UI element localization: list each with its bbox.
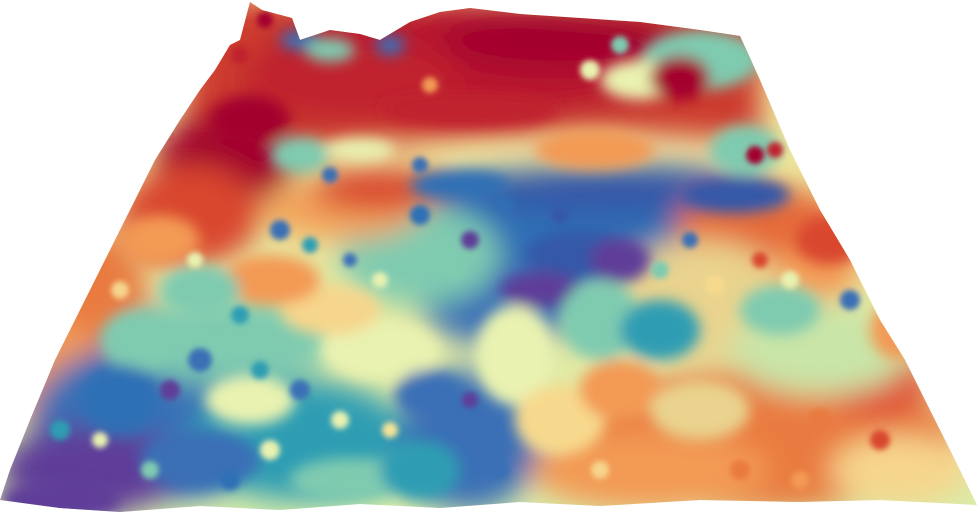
fine-bumps [50,12,890,490]
mid-detail [0,30,930,512]
